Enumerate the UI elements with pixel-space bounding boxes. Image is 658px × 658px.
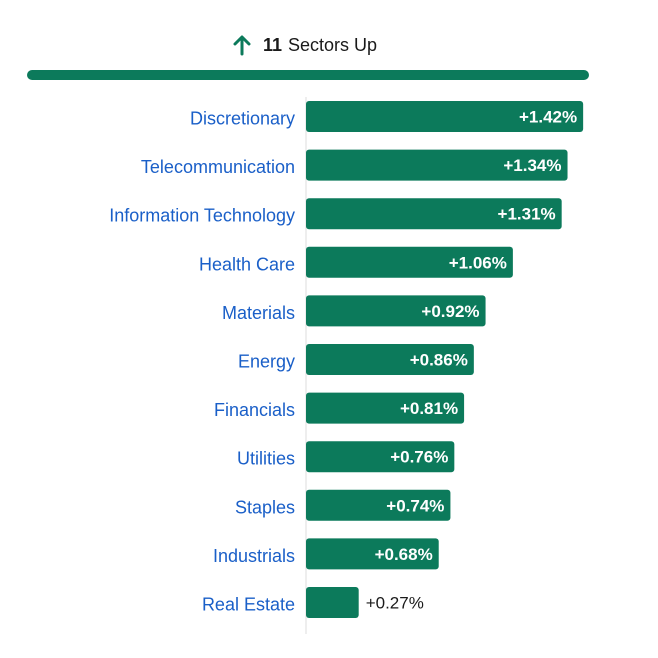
bar-information-technology[interactable] [306, 198, 562, 230]
value-label: +0.68% [375, 545, 433, 564]
summary-bar [27, 70, 589, 80]
value-label: +1.06% [449, 253, 507, 272]
category-label[interactable]: Energy [238, 352, 295, 372]
bar-energy[interactable] [306, 344, 474, 375]
bar-real-estate[interactable] [306, 587, 359, 618]
value-label: +0.86% [410, 351, 468, 370]
bar-telecommunication[interactable] [306, 149, 568, 181]
bar-staples[interactable] [306, 489, 451, 521]
category-label[interactable]: Discretionary [190, 109, 295, 129]
bar-discretionary[interactable] [306, 101, 584, 132]
category-label[interactable]: Materials [222, 303, 295, 323]
value-label: +0.92% [421, 302, 479, 321]
category-label[interactable]: Information Technology [109, 206, 295, 226]
value-label: +0.74% [386, 496, 444, 515]
bar-materials[interactable] [306, 295, 486, 327]
category-label[interactable]: Industrials [213, 546, 295, 566]
bar-financials[interactable] [306, 392, 465, 424]
sectors-up-label: Sectors Up [287, 34, 378, 55]
value-label: +1.42% [519, 108, 577, 127]
bar-utilities[interactable] [306, 441, 455, 473]
category-label[interactable]: Telecommunication [141, 157, 295, 177]
arrow-up-icon [231, 34, 253, 56]
sectors-up-count: 11 [262, 34, 282, 55]
category-label[interactable]: Utilities [237, 449, 295, 469]
bar-health-care[interactable] [306, 246, 513, 278]
value-label: +1.34% [503, 156, 561, 175]
category-label[interactable]: Health Care [199, 254, 295, 274]
sectors-up-header: 11 Sectors Up [0, 34, 608, 56]
value-label: +1.31% [498, 205, 556, 224]
value-label: +0.27% [366, 594, 424, 613]
value-label: +0.76% [390, 448, 448, 467]
value-label: +0.81% [400, 399, 458, 418]
bar-industrials[interactable] [306, 538, 439, 570]
category-label[interactable]: Staples [235, 497, 295, 517]
category-label[interactable]: Real Estate [202, 595, 295, 615]
category-label[interactable]: Financials [214, 400, 295, 420]
